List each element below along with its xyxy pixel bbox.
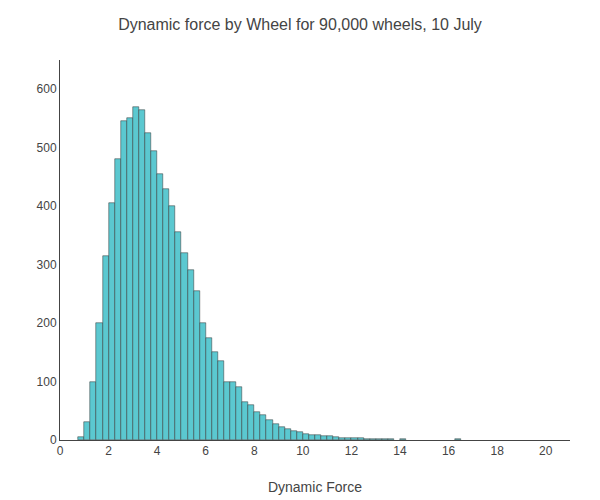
svg-text:4: 4 xyxy=(154,444,161,458)
svg-text:2: 2 xyxy=(105,444,112,458)
svg-text:12: 12 xyxy=(345,444,359,458)
svg-text:500: 500 xyxy=(37,141,57,155)
svg-text:14: 14 xyxy=(393,444,407,458)
svg-text:18: 18 xyxy=(490,444,504,458)
svg-text:20: 20 xyxy=(539,444,553,458)
svg-text:16: 16 xyxy=(442,444,456,458)
svg-text:6: 6 xyxy=(202,444,209,458)
svg-text:10: 10 xyxy=(296,444,310,458)
svg-text:100: 100 xyxy=(37,375,57,389)
svg-text:0: 0 xyxy=(57,444,64,458)
svg-text:Dynamic force by Wheel for 90,: Dynamic force by Wheel for 90,000 wheels… xyxy=(118,16,482,33)
svg-text:400: 400 xyxy=(37,199,57,213)
svg-text:0: 0 xyxy=(50,433,57,447)
svg-text:200: 200 xyxy=(37,316,57,330)
svg-text:8: 8 xyxy=(251,444,258,458)
svg-text:Dynamic Force: Dynamic Force xyxy=(268,479,362,495)
svg-text:600: 600 xyxy=(37,82,57,96)
svg-text:300: 300 xyxy=(37,258,57,272)
